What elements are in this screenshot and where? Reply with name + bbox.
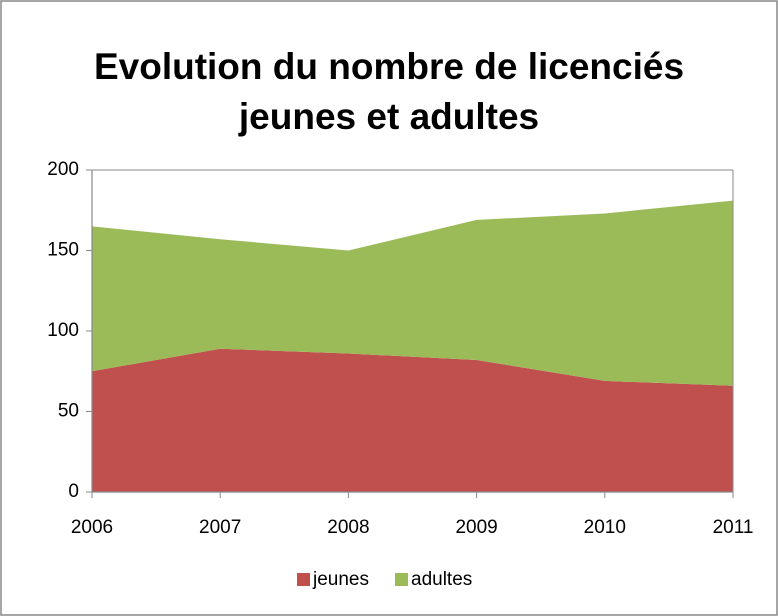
y-tick-label: 0 [68, 481, 79, 502]
legend-swatch [297, 573, 310, 586]
x-tick-label: 2009 [455, 517, 497, 538]
area [92, 348, 733, 492]
legend-label: jeunes [312, 569, 369, 590]
x-tick-label: 2006 [71, 517, 113, 538]
legend-swatch [395, 573, 408, 586]
chart-title: Evolution du nombre de licenciés jeunes … [93, 46, 685, 137]
y-tick-label: 50 [58, 401, 79, 422]
y-tick-label: 100 [47, 320, 79, 341]
x-tick-label: 2011 [713, 517, 754, 538]
y-tick-label: 200 [47, 159, 79, 180]
x-tick-label: 2007 [199, 517, 241, 538]
legend-label: adultes [411, 569, 472, 590]
x-tick-label: 2008 [327, 517, 369, 538]
x-tick-label: 2010 [584, 517, 626, 538]
y-tick-label: 150 [47, 240, 79, 261]
area [92, 200, 733, 386]
